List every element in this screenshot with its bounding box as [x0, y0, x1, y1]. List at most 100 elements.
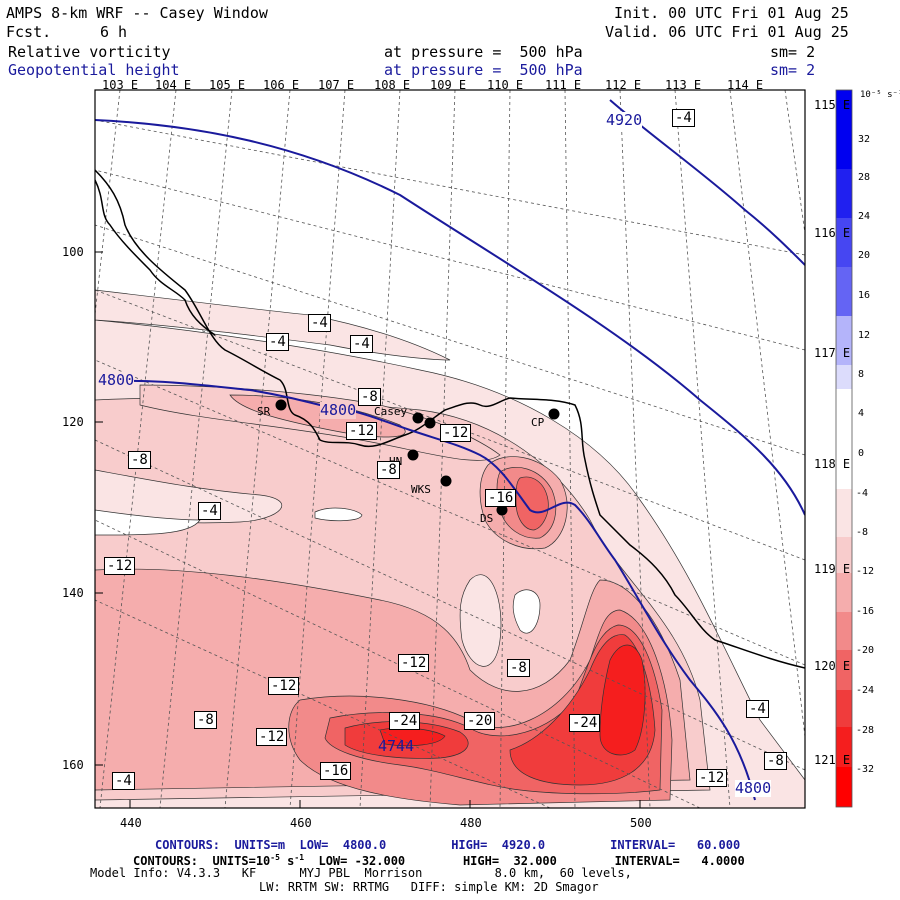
contour-label: -8 [358, 388, 381, 406]
lon-label-109e: 109 E [430, 78, 467, 92]
colorbar-label: -4 [856, 488, 869, 499]
contour-label: -20 [464, 712, 496, 730]
colorbar-label: -16 [856, 606, 875, 617]
lon-label-111e: 111 E [545, 78, 582, 92]
lon-label-119e: 119 E [814, 562, 851, 576]
lon-label-114e: 114 E [727, 78, 764, 92]
contour-label: -12 [268, 677, 300, 695]
lon-label-110e: 110 E [487, 78, 524, 92]
station-markers [275, 399, 560, 516]
height-contours [95, 99, 805, 801]
contour-label: -12 [104, 557, 136, 575]
lon-label-107e: 107 E [318, 78, 355, 92]
contour-label: -4 [746, 700, 769, 718]
contour-label: -4 [672, 109, 695, 127]
contour-label: -16 [485, 489, 517, 507]
contour-label: -4 [112, 772, 135, 790]
colorbar-label: -24 [856, 685, 875, 696]
colorbar-label: 28 [858, 172, 871, 183]
station-dot-sr [275, 399, 287, 411]
colorbar-label: 12 [858, 330, 871, 341]
field1-level: at pressure = 500 hPa [384, 43, 583, 61]
station-label-sr: SR [257, 405, 271, 418]
lon-label-117e: 117 E [814, 346, 851, 360]
height-label: 4920 [606, 111, 643, 129]
field2-smoothing: sm= 2 [770, 61, 816, 79]
plot-title: AMPS 8-km WRF -- Casey Window [6, 4, 268, 22]
lon-label-121e: 121 E [814, 753, 851, 767]
plot-frame [94, 89, 806, 809]
station-label-cp: CP [531, 416, 545, 429]
colorbar-label: -12 [856, 566, 875, 577]
x-tick-500: 500 [630, 816, 652, 830]
colorbar-label: 24 [858, 211, 871, 222]
lon-label-108e: 108 E [374, 78, 411, 92]
colorbar-label: 16 [858, 290, 871, 301]
contour-label: -12 [696, 769, 728, 787]
field1-smoothing: sm= 2 [770, 43, 816, 61]
contour-label: -4 [198, 502, 221, 520]
lon-label-103e: 103 E [102, 78, 139, 92]
height-label: 4800 [320, 401, 357, 419]
field2-name: Geopotential height [8, 61, 180, 79]
contour-label: -12 [440, 424, 472, 442]
colorbar-label: 0 [858, 448, 865, 459]
y-tick-140: 140 [62, 586, 84, 600]
contour-label: -16 [320, 762, 352, 780]
lon-label-120e: 120 E [814, 659, 851, 673]
height-label: 4800 [735, 779, 772, 797]
contour-label: -8 [507, 659, 530, 677]
lon-label-113e: 113 E [665, 78, 702, 92]
station-label-ds: DS [480, 512, 494, 525]
x-tick-460: 460 [290, 816, 312, 830]
coastline [95, 169, 805, 669]
x-tick-480: 480 [460, 816, 482, 830]
x-tick-440: 440 [120, 816, 142, 830]
contour-label: -8 [194, 711, 217, 729]
contour-label: -4 [308, 314, 331, 332]
colorbar-label: -8 [856, 527, 869, 538]
axis-ticks [95, 251, 641, 808]
lon-label-115e: 115 E [814, 98, 851, 112]
colorbar-label: -20 [856, 645, 875, 656]
colorbar-label: -32 [856, 764, 875, 775]
footer-height-contours: CONTOURS: UNITS=m LOW= 4800.0 HIGH= 4920… [155, 838, 741, 852]
colorbar-label: 32 [858, 134, 871, 145]
vorticity-fill [95, 90, 805, 808]
y-tick-160: 160 [62, 758, 84, 772]
footer-vorticity-contours: CONTOURS: UNITS=10-5 s-1 LOW= -32.000 HI… [133, 853, 745, 868]
colorbar-unit: 10⁻⁵ s⁻¹ [860, 90, 900, 100]
contour-label: -4 [350, 335, 373, 353]
station-dot-ds [496, 504, 508, 516]
colorbar-label: 20 [858, 250, 871, 261]
colorbar-label: 8 [858, 369, 865, 380]
station-dot-hn [407, 449, 419, 461]
forecast-label: Fcst. [6, 23, 52, 41]
contour-label: -24 [569, 714, 601, 732]
contour-label: -8 [764, 752, 787, 770]
forecast-value: 6 h [100, 23, 128, 41]
valid-time: Valid. 06 UTC Fri 01 Aug 25 [605, 23, 849, 41]
lon-label-104e: 104 E [155, 78, 192, 92]
height-label: 4744 [378, 737, 415, 755]
height-label: 4800 [98, 371, 135, 389]
contour-label: -8 [128, 451, 151, 469]
contour-label: -24 [389, 712, 421, 730]
colorbar [835, 89, 853, 808]
contour-label: -12 [256, 728, 288, 746]
contour-label: -12 [398, 654, 430, 672]
init-time: Init. 00 UTC Fri 01 Aug 25 [614, 4, 849, 22]
contour-label: -12 [346, 422, 378, 440]
contour-label: -8 [377, 461, 400, 479]
station-label-wks: WKS [411, 483, 431, 496]
footer-model-info: Model Info: V4.3.3 KF MYJ PBL Morrison 8… [90, 866, 632, 880]
lon-label-105e: 105 E [209, 78, 246, 92]
station-label-casey: Casey [374, 405, 408, 418]
colorbar-label: -28 [856, 725, 875, 736]
lon-label-106e: 106 E [263, 78, 300, 92]
station-dot-casey2 [424, 417, 436, 429]
colorbar-label: 4 [858, 408, 865, 419]
contour-label: -4 [266, 333, 289, 351]
graticule [95, 90, 805, 808]
station-dot-wks [440, 475, 452, 487]
